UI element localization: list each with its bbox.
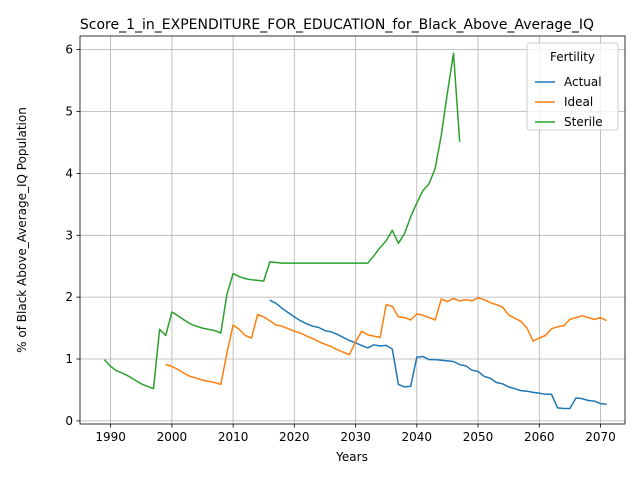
y-tick-label: 4 [65,166,73,180]
series-line-actual [269,299,607,410]
x-tick-label: 2070 [585,430,616,444]
y-tick-label: 0 [65,414,73,428]
y-tick-label: 6 [65,43,73,57]
x-tick-label: 2060 [524,430,555,444]
x-tick-label: 1990 [95,430,126,444]
y-tick-label: 3 [65,228,73,242]
legend-label-sterile: Sterile [564,115,603,129]
legend: Fertility Actual Ideal Sterile [526,42,619,131]
legend-box [526,42,619,131]
x-axis-label: Years [335,450,368,464]
x-tick-label: 2010 [218,430,249,444]
plot-frame [79,35,626,425]
chart-title: Score_1_in_EXPENDITURE_FOR_EDUCATION_for… [80,17,594,33]
y-tick-label: 5 [65,105,73,119]
legend-label-actual: Actual [564,75,602,89]
x-tick-label: 2040 [402,430,433,444]
x-tick-label: 2020 [279,430,310,444]
y-tick-label: 1 [65,352,73,366]
series-line-ideal [165,297,607,386]
x-tick-label: 2030 [340,430,371,444]
legend-label-ideal: Ideal [564,95,593,109]
axis-ticks: 1990 2000 2010 2020 2030 2040 2050 2060 2070 0 1 2 3… [65,43,615,444]
series-layer [103,52,607,410]
x-tick-label: 2050 [463,430,494,444]
series-line-sterile [103,52,461,390]
y-tick-label: 2 [65,290,73,304]
legend-title: Fertility [550,50,595,64]
y-axis-label: % of Black Above_Average_IQ Population [15,107,29,353]
x-tick-label: 2000 [157,430,188,444]
